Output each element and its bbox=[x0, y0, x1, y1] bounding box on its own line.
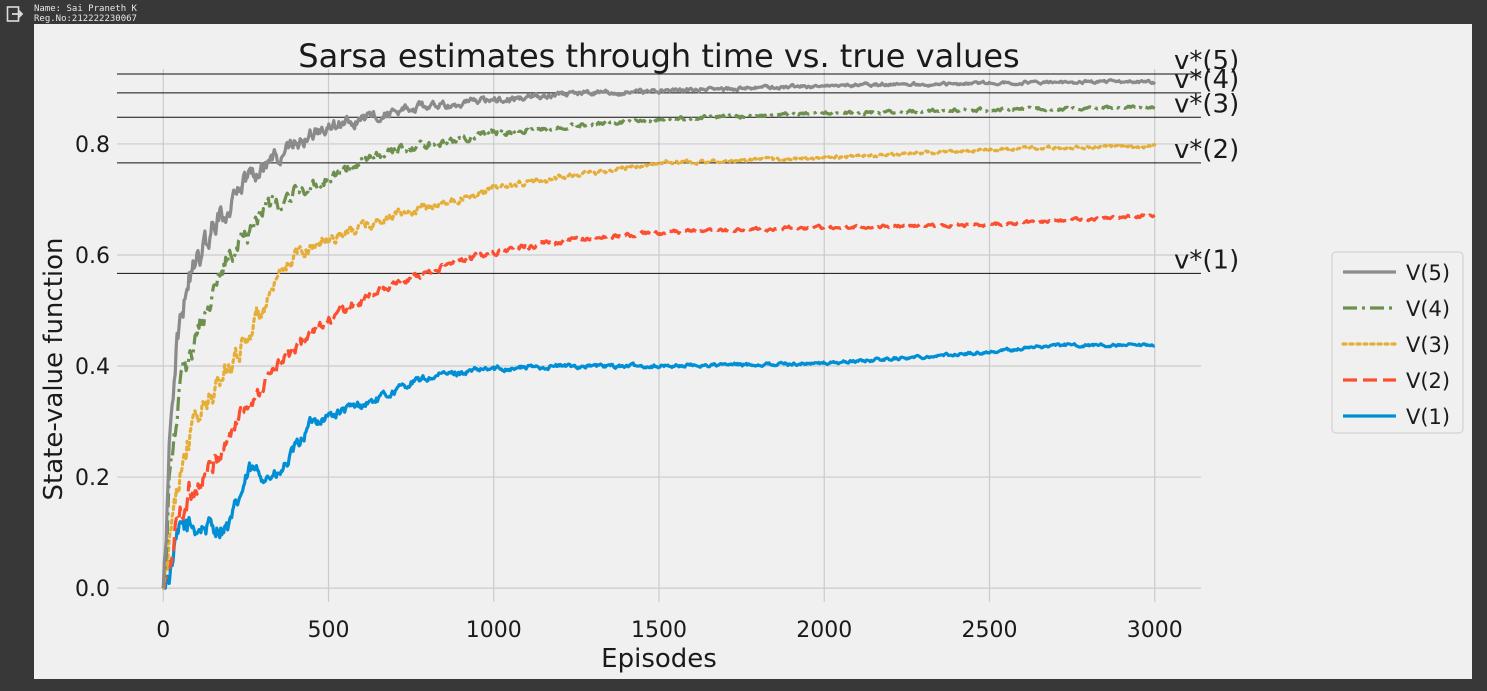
x-tick-label: 1500 bbox=[631, 618, 687, 643]
tick-labels: 0 500 1000 1500 2000 2500 3000 0.0 0.2 0.4 0.6 0.8 bbox=[75, 133, 1183, 643]
x-tick-label: 500 bbox=[308, 618, 350, 643]
legend-label: V(3) bbox=[1406, 333, 1450, 357]
legend-label: V(5) bbox=[1406, 261, 1450, 285]
student-reg-no: Reg.No:212222230067 bbox=[34, 14, 137, 24]
x-tick-label: 3000 bbox=[1127, 618, 1183, 643]
y-tick-label: 0.4 bbox=[75, 355, 110, 380]
y-tick-label: 0.6 bbox=[75, 244, 110, 269]
sarsa-chart: v*(1) v*(2) v*(3)v*(4)v*(5) 0 500 1000 1500 20… bbox=[39, 37, 1464, 674]
x-tick-label: 1000 bbox=[466, 618, 522, 643]
series-layer bbox=[161, 78, 1157, 590]
series-line-v1 bbox=[162, 342, 1156, 590]
legend-label: V(2) bbox=[1406, 369, 1450, 393]
x-tick-label: 2000 bbox=[796, 618, 852, 643]
series-line-v2 bbox=[161, 213, 1156, 589]
y-tick-label: 0.2 bbox=[75, 466, 110, 491]
legend-label: V(4) bbox=[1406, 297, 1450, 321]
x-axis-label: Episodes bbox=[601, 644, 717, 674]
series-line-v3 bbox=[161, 142, 1157, 590]
y-tick-label: 0.8 bbox=[75, 133, 110, 158]
true-value-label: v*(5) bbox=[1174, 46, 1239, 76]
legend-box bbox=[1331, 251, 1464, 434]
x-tick-label: 2500 bbox=[961, 618, 1017, 643]
true-value-label: v*(2) bbox=[1174, 135, 1239, 165]
chart-figure: v*(1) v*(2) v*(3) v*(4) v*(5) 0 500 1000 1500 20… bbox=[34, 24, 1472, 679]
output-text: Name: Sai Praneth K Reg.No:212222230067 bbox=[34, 4, 137, 24]
y-tick-label: 0.0 bbox=[75, 577, 110, 602]
legend-label: V(1) bbox=[1406, 405, 1450, 429]
true-value-label: v*(3) bbox=[1174, 89, 1239, 119]
true-value-label: v*(4) bbox=[1174, 65, 1239, 95]
student-name: Name: Sai Praneth K bbox=[34, 4, 137, 14]
legend: V(5) V(4) V(3) V(2) V(1) bbox=[1331, 251, 1464, 434]
output-arrow-icon[interactable] bbox=[6, 5, 24, 23]
chart-title: Sarsa estimates through time vs. true va… bbox=[298, 37, 1019, 75]
x-tick-label: 0 bbox=[156, 618, 170, 643]
series-line-v4 bbox=[161, 104, 1156, 589]
true-value-lines: v*(1) v*(2) v*(3)v*(4)v*(5) bbox=[117, 46, 1239, 275]
series-line-v5 bbox=[161, 78, 1157, 589]
y-axis-label: State-value function bbox=[39, 238, 69, 501]
true-value-label: v*(1) bbox=[1174, 245, 1239, 275]
